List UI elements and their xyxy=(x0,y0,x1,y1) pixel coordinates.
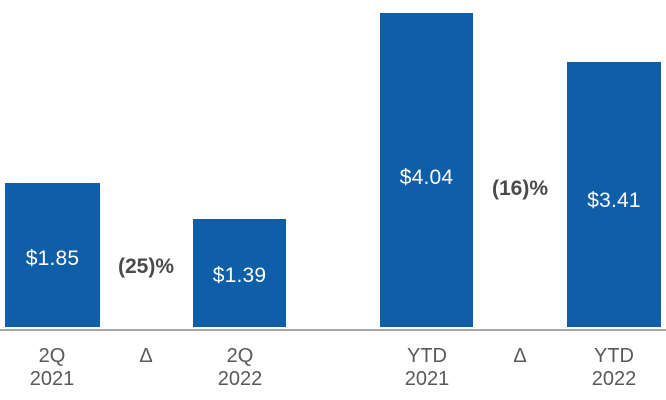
delta-label-ytd: (16)% xyxy=(491,177,549,201)
category-line2: 2021 xyxy=(29,368,75,390)
category-delta-ytd: Δ xyxy=(460,345,580,368)
bar-2q-2022: $1.39 xyxy=(193,218,286,327)
category-line1: 2Q xyxy=(226,345,254,367)
plot-area: $1.85 $1.39 $4.04 $3.41 (25)% (16)% xyxy=(5,12,661,327)
x-axis-line xyxy=(0,329,666,331)
bar-ytd-2021: $4.04 xyxy=(380,12,473,327)
bar-value-label: $1.85 xyxy=(25,246,80,270)
delta-label-2q: (25)% xyxy=(117,255,175,279)
category-2q-2022: 2Q 2022 xyxy=(190,345,290,391)
category-2q-2021: 2Q 2021 xyxy=(2,345,102,391)
bar-2q-2021: $1.85 xyxy=(5,183,100,327)
bar-ytd-2022: $3.41 xyxy=(567,61,661,327)
category-line1: YTD xyxy=(407,345,447,367)
category-delta-2q: Δ xyxy=(86,345,206,368)
category-line1: YTD xyxy=(594,345,634,367)
bar-value-label: $1.39 xyxy=(212,263,267,287)
category-line2: 2022 xyxy=(217,368,263,390)
category-line1: 2Q xyxy=(38,345,66,367)
bar-value-label: $3.41 xyxy=(587,188,641,212)
delta-symbol: Δ xyxy=(513,345,527,367)
bar-value-label: $4.04 xyxy=(399,165,454,189)
category-ytd-2022: YTD 2022 xyxy=(564,345,664,391)
category-ytd-2021: YTD 2021 xyxy=(377,345,477,391)
delta-symbol: Δ xyxy=(139,345,153,367)
category-line2: 2022 xyxy=(591,368,637,390)
category-line2: 2021 xyxy=(404,368,450,390)
